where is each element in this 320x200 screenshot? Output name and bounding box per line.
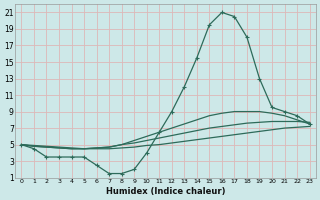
X-axis label: Humidex (Indice chaleur): Humidex (Indice chaleur): [106, 187, 225, 196]
